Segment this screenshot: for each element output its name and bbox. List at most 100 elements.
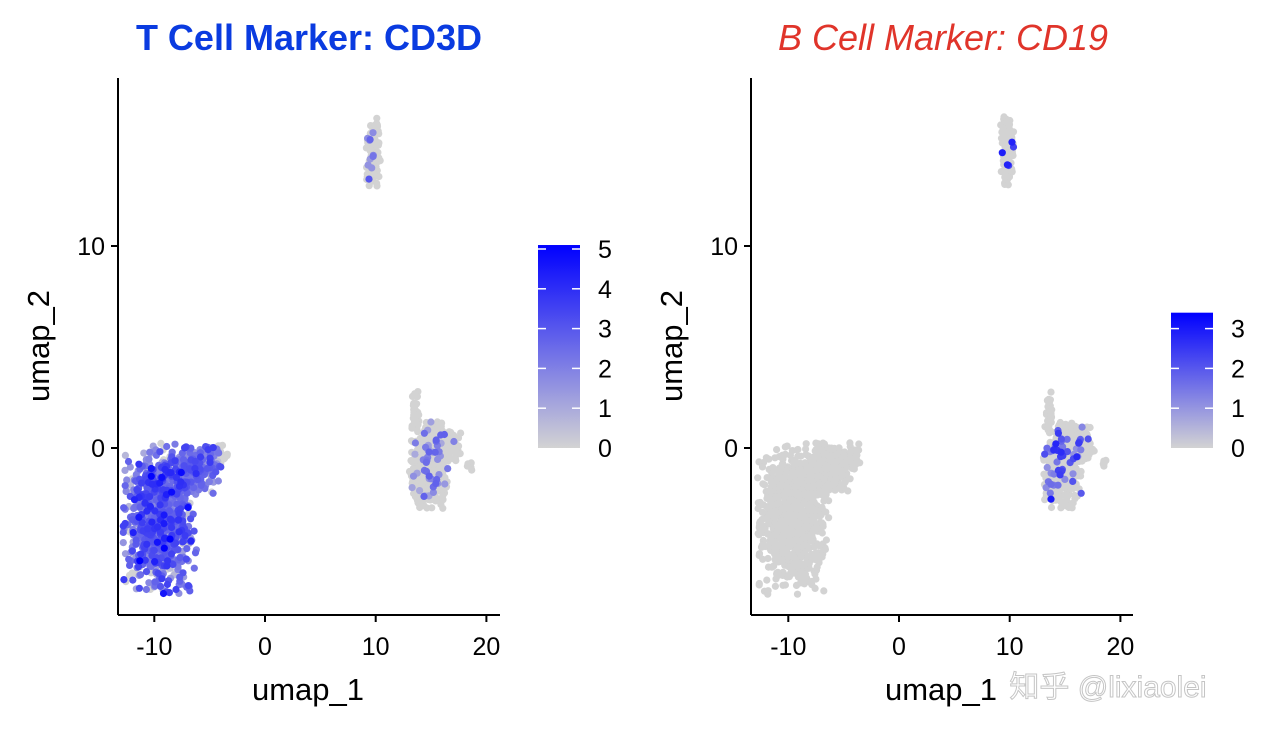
data-point — [181, 444, 189, 452]
data-point — [151, 558, 159, 566]
colorbar-tick-label: 1 — [598, 395, 612, 423]
scatter-points — [119, 114, 476, 598]
data-point — [160, 520, 168, 528]
data-point — [796, 459, 804, 467]
data-point — [190, 564, 198, 572]
data-point — [126, 463, 134, 471]
x-tick-label: -10 — [770, 633, 806, 661]
data-point — [369, 152, 377, 161]
data-point — [1047, 411, 1055, 419]
data-point — [166, 535, 174, 543]
data-point — [1078, 423, 1086, 431]
data-point — [138, 519, 146, 527]
data-point — [797, 552, 805, 560]
data-point — [137, 550, 145, 558]
data-point — [136, 557, 144, 565]
data-point — [179, 569, 187, 577]
data-point — [373, 179, 381, 187]
data-point — [778, 557, 787, 565]
panel-cd3d: T Cell Marker: CD3D -10 0 10 20010umap_1uma… — [21, 17, 612, 707]
data-point — [163, 580, 171, 589]
data-point — [179, 456, 188, 464]
y-axis-label: umap_2 — [21, 290, 56, 402]
data-point — [409, 472, 418, 480]
data-point — [187, 537, 195, 545]
data-point — [187, 515, 195, 523]
data-point — [156, 448, 164, 456]
data-point — [121, 482, 129, 490]
data-point — [160, 534, 169, 543]
data-point — [124, 457, 133, 466]
data-point — [151, 507, 159, 515]
data-point — [1008, 168, 1016, 176]
data-point — [847, 447, 855, 455]
data-point — [121, 519, 129, 528]
data-point — [171, 440, 179, 448]
data-point — [160, 544, 168, 552]
data-point — [1056, 493, 1064, 501]
x-axis-label: umap_1 — [252, 672, 364, 707]
data-point — [1008, 138, 1016, 146]
data-point — [1048, 406, 1056, 414]
data-point — [205, 478, 213, 486]
data-point — [123, 476, 131, 484]
data-point — [822, 461, 830, 469]
data-point — [183, 545, 191, 553]
y-tick-label: 0 — [724, 435, 738, 463]
data-point — [157, 439, 165, 447]
data-point — [121, 451, 129, 459]
data-point — [176, 554, 184, 562]
data-point — [215, 449, 223, 457]
data-point — [156, 582, 165, 591]
data-point — [757, 543, 766, 551]
data-point — [1047, 388, 1055, 396]
data-point — [365, 175, 373, 183]
data-point — [177, 478, 185, 486]
data-point — [835, 444, 843, 452]
data-point — [150, 546, 158, 555]
data-point — [206, 458, 214, 466]
data-point — [1006, 126, 1014, 134]
data-point — [142, 568, 151, 576]
data-point — [450, 437, 458, 446]
data-point — [209, 444, 217, 452]
data-point — [175, 509, 183, 517]
data-point — [1067, 500, 1075, 509]
data-point — [184, 582, 192, 590]
data-point — [214, 477, 222, 485]
data-point — [174, 546, 182, 554]
data-point — [792, 529, 800, 537]
data-point — [119, 539, 127, 547]
colorbar-tick-label: 3 — [1231, 316, 1245, 344]
data-point — [789, 468, 797, 476]
data-point — [141, 499, 149, 507]
data-point — [432, 436, 440, 444]
data-point — [782, 502, 790, 510]
data-point — [825, 514, 833, 522]
data-point — [1040, 456, 1048, 464]
data-point — [795, 570, 804, 578]
data-point — [808, 505, 816, 513]
data-point — [1047, 480, 1055, 488]
data-point — [1071, 495, 1079, 503]
colorbar-tick-label: 1 — [1231, 395, 1245, 423]
data-point — [812, 439, 820, 447]
data-point — [145, 455, 153, 463]
data-point — [119, 528, 127, 537]
data-point — [156, 479, 164, 487]
data-point — [794, 518, 802, 526]
data-point — [431, 448, 439, 456]
data-point — [1043, 463, 1051, 472]
data-point — [846, 439, 854, 447]
data-point — [786, 551, 794, 559]
data-point — [754, 499, 762, 507]
data-point — [140, 449, 148, 457]
data-point — [784, 572, 793, 580]
data-point — [781, 581, 790, 589]
data-point — [373, 114, 381, 122]
data-point — [429, 488, 437, 496]
data-point — [1004, 181, 1012, 189]
data-point — [811, 551, 819, 559]
data-point — [798, 526, 807, 534]
data-point — [1086, 423, 1094, 432]
